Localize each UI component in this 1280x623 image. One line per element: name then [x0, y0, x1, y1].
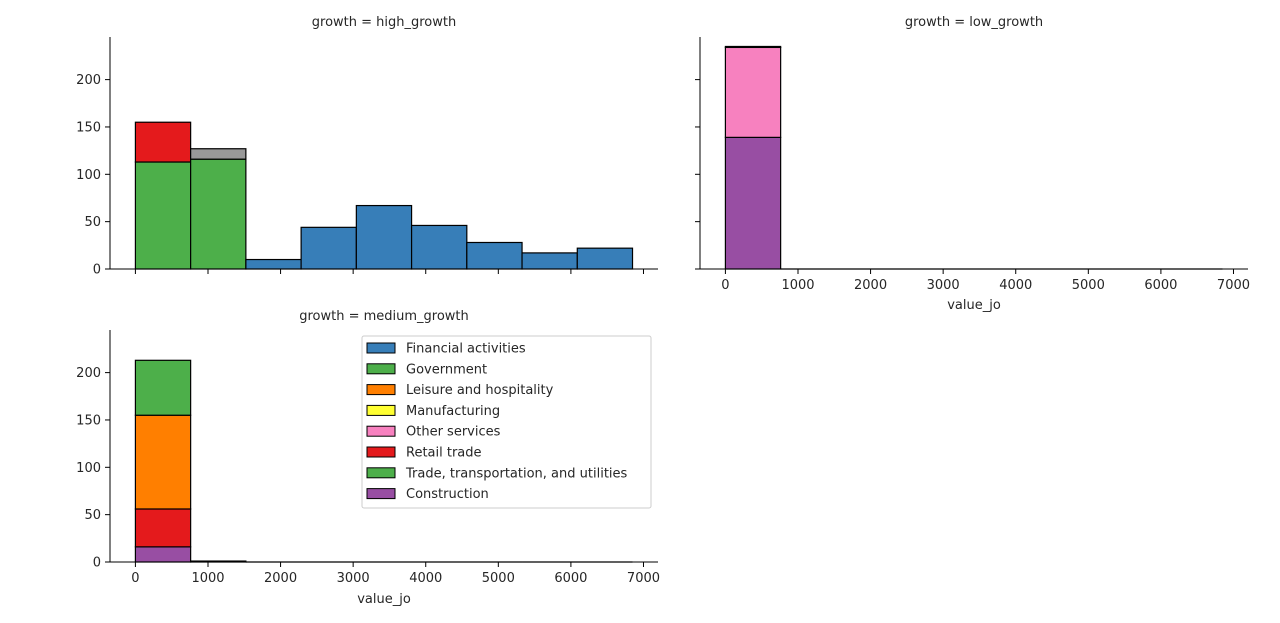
y-tick-label: 200	[76, 73, 101, 88]
panel-title: growth = medium_growth	[299, 309, 469, 324]
legend-swatch-government	[366, 363, 396, 375]
histogram-bars	[134, 121, 634, 270]
bar-construction-bin-0	[724, 136, 782, 270]
panel-low-growth: growth = low_growth 0 1000 2000 3000 4000 500…	[695, 15, 1250, 313]
bar-other-services-bin-0	[724, 46, 782, 138]
x-axis-label: value_jo	[357, 592, 411, 607]
x-tick-label: 4000	[999, 278, 1032, 293]
y-tick-label: 150	[76, 120, 101, 135]
bar-construction-bin-0	[134, 546, 192, 563]
legend-swatch-other-services	[366, 425, 396, 437]
bar-financial-activities-bin-6	[466, 241, 523, 270]
panel-high-growth: growth = high_growth 0 50 100 150 200	[76, 15, 658, 278]
bar-financial-activities-bin-3	[300, 226, 357, 270]
legend-label-construction: Construction	[406, 487, 489, 502]
legend-label-retail-trade: Retail trade	[406, 446, 482, 461]
x-tick-label: 4000	[409, 571, 442, 586]
x-tick-label: 2000	[854, 278, 887, 293]
bar-retail-trade-bin-0	[134, 508, 192, 548]
legend-label-other-services: Other services	[406, 425, 501, 440]
bar-government-bin-0	[134, 161, 192, 270]
bar-trade-transportation-and-utilities-bin-0	[134, 359, 192, 416]
x-tick-label: 6000	[1144, 278, 1177, 293]
y-tick-label: 50	[84, 215, 101, 230]
x-tick-label: 2000	[264, 571, 297, 586]
bar-leisure-and-hospitality-bin-0	[134, 414, 192, 510]
bar-financial-activities-bin-2	[245, 258, 302, 270]
legend-swatch-manufacturing	[366, 404, 396, 416]
y-tick-label: 200	[76, 366, 101, 381]
x-axis-label: value_jo	[947, 298, 1001, 313]
axes: 0 1000 2000 3000 4000 5000 6000 7000	[695, 37, 1250, 293]
legend-swatch-trade-transportation-and-utilities	[366, 467, 396, 479]
y-tick-label: 0	[93, 263, 101, 278]
legend-label-manufacturing: Manufacturing	[406, 404, 500, 419]
x-tick-label: 0	[721, 278, 729, 293]
legend: Financial activities Government Leisure an…	[361, 335, 652, 509]
x-tick-label: 0	[131, 571, 139, 586]
bar-financial-activities-bin-8	[576, 247, 634, 270]
x-tick-label: 7000	[627, 571, 660, 586]
histogram-bars	[724, 45, 1223, 270]
legend-label-leisure-and-hospitality: Leisure and hospitality	[406, 383, 554, 398]
x-tick-label: 3000	[927, 278, 960, 293]
legend-label-financial-activities: Financial activities	[406, 342, 526, 357]
bar-government-bin-1	[190, 158, 247, 270]
bar-financial-activities-bin-7	[521, 252, 578, 270]
y-tick-label: 100	[76, 461, 101, 476]
bar-financial-activities-bin-5	[410, 224, 468, 270]
bar-unlabeled-bin-1	[190, 148, 247, 160]
x-tick-label: 6000	[554, 571, 587, 586]
panel-title: growth = high_growth	[312, 15, 456, 30]
bar-retail-trade-bin-0	[134, 121, 192, 163]
y-tick-label: 150	[76, 413, 101, 428]
legend-label-trade-transportation-and-utilities: Trade, transportation, and utilities	[405, 466, 628, 481]
legend-swatch-retail-trade	[366, 446, 396, 458]
x-tick-label: 5000	[482, 571, 515, 586]
x-tick-label: 1000	[191, 571, 224, 586]
x-tick-label: 5000	[1072, 278, 1105, 293]
y-tick-label: 100	[76, 168, 101, 183]
legend-swatch-financial-activities	[366, 342, 396, 354]
axes: 0 50 100 150 200	[76, 37, 658, 278]
legend-swatch-leisure-and-hospitality	[366, 384, 396, 396]
legend-swatch-construction	[366, 488, 396, 500]
bar-manufacturing-bin-0	[724, 45, 782, 49]
panel-title: growth = low_growth	[905, 15, 1043, 30]
x-tick-label: 3000	[337, 571, 370, 586]
y-tick-label: 0	[93, 556, 101, 571]
y-tick-label: 50	[84, 508, 101, 523]
bar-financial-activities-bin-4	[355, 204, 413, 270]
x-tick-label: 7000	[1217, 278, 1250, 293]
legend-label-government: Government	[406, 362, 487, 377]
x-tick-label: 1000	[781, 278, 814, 293]
legend-frame	[361, 335, 652, 509]
histogram-bars	[134, 359, 633, 563]
